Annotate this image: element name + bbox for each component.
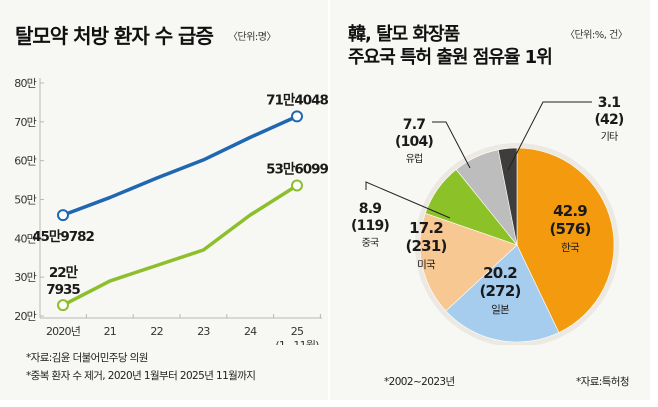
x-tick-label: 24 [244,325,257,338]
slice-name-label: 일본 [491,303,510,316]
x-tick-label: 2020년 [46,325,80,338]
x-tick-label: 21 [104,325,116,338]
series-lower-endpoint-marker [57,299,69,312]
data-label: 22만 [49,265,79,281]
series-upper-endpoint-marker [57,209,69,222]
slice-percent-label: 42.9 [553,202,587,220]
slice-count-label: (231) [405,237,446,255]
series-upper-endpoint-marker [291,110,303,123]
series-upper-line [61,114,299,217]
pie-chart-title-line1: 韓, 탈모 화장품 [348,24,460,45]
slice-count-label: (272) [479,282,520,300]
slice-percent-label: 17.2 [409,219,443,237]
slice-name-label: 한국 [561,242,580,254]
data-label: 7935 [46,282,80,298]
y-tick-label: 30만 [14,271,36,284]
slice-percent-label: 7.7 [403,117,425,133]
x-tick-label: 23 [197,325,210,338]
y-tick-label: 70만 [14,116,36,129]
pie-chart-period-note: *2002~2023년 [384,376,455,388]
leader-line-중국 [365,181,451,219]
slice-name-label: 기타 [601,131,618,143]
slice-percent-label: 20.2 [483,264,517,282]
x-tick-label: 22 [150,325,162,338]
slice-percent-label: 3.1 [598,95,620,111]
pie-chart: 42.9(576) 한국 20.2(272) 일본 17.2(231) 미국 8.9(119… [351,95,625,345]
x-tick-label: 25 [291,325,304,338]
slice-name-label: 중국 [362,237,379,249]
y-tick-label: 40만 [14,232,36,245]
data-label: 45만9782 [32,229,94,245]
data-label: 71만4048 [266,92,328,108]
y-tick-label: 80만 [14,77,36,90]
y-tick-label: 20만 [14,310,36,323]
pie-slice-일본 [445,244,560,343]
pie-chart-unit: 〈단위:%, 건〉 [565,30,628,41]
line-chart-period-note: *중복 환자 수 제거, 2020년 1월부터 2025년 11월까지 [26,370,256,382]
right-panel: 韓, 탈모 화장품 주요국 특허 출원 점유율 1위 〈단위:%, 건〉 42.… [330,0,650,400]
data-label: 53만6099 [266,161,328,177]
leader-line-기타 [507,101,592,171]
pie-slice-한국 [516,147,615,333]
pie-slice-미국 [419,212,518,312]
y-tick-label: 50만 [14,194,36,207]
line-chart: 20만 30만 40만 50만 60만 70만 80만 2020년 21 22 23 24 25(1~1… [14,77,328,345]
slice-name-label: 미국 [417,259,436,271]
slice-count-label: (42) [594,112,623,128]
slice-percent-label: 8.9 [359,201,381,217]
slice-name-label: 유럽 [406,153,423,165]
slice-count-label: (576) [549,220,590,238]
x-tick-sublabel: (1~11월) [275,339,319,345]
pie-chart-source-note: *자료:특허청 [576,376,629,388]
slice-count-label: (119) [351,218,389,234]
line-chart-title: 탈모약 처방 환자 수 급증 [15,24,214,48]
left-panel: 탈모약 처방 환자 수 급증 〈단위:명〉 20만 30만 40만 50만 60만 70만… [0,0,328,400]
y-tick-label: 60만 [14,155,36,168]
line-chart-unit: 〈단위:명〉 [228,32,276,43]
pie-slice-기타 [497,147,518,246]
series-lower-line [61,183,299,307]
slice-count-label: (104) [395,134,433,150]
leader-line-유럽 [432,121,471,169]
series-lower-endpoint-marker [291,179,303,192]
pie-chart-title-line2: 주요국 특허 출원 점유율 1위 [348,47,553,68]
line-chart-source-note: *자료:김윤 더불어민주당 의원 [26,352,148,364]
